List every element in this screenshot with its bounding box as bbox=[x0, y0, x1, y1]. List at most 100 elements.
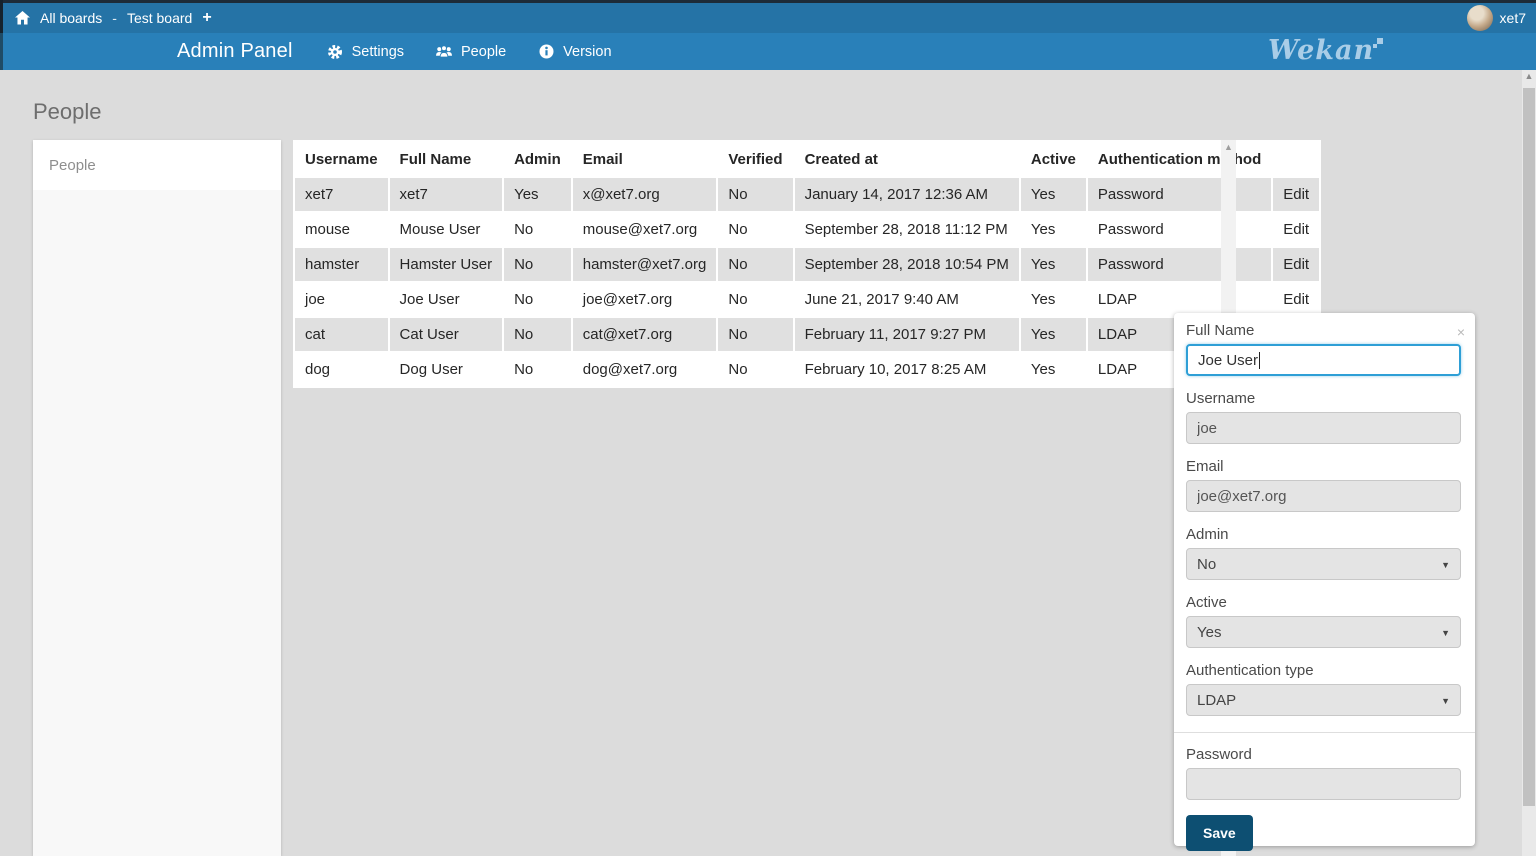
wekan-logo: Wekan bbox=[1268, 35, 1384, 66]
table-cell: No bbox=[716, 211, 795, 248]
window-scrollbar[interactable]: ▲ bbox=[1522, 70, 1536, 856]
edit-link[interactable]: Edit bbox=[1283, 256, 1310, 273]
auth-type-select[interactable]: LDAP ▼ bbox=[1186, 684, 1461, 716]
table-cell: xet7 bbox=[387, 176, 505, 213]
page-title: People bbox=[33, 99, 102, 124]
chevron-down-icon: ▼ bbox=[1441, 696, 1450, 706]
admin-select[interactable]: No ▼ bbox=[1186, 548, 1461, 580]
auth-type-group: Authentication type LDAP ▼ bbox=[1186, 662, 1461, 716]
table-cell: xet7 bbox=[293, 176, 390, 213]
table-cell: June 21, 2017 9:40 AM bbox=[792, 281, 1021, 318]
sidebar-item-label: People bbox=[49, 156, 96, 174]
table-cell: Password bbox=[1085, 211, 1274, 248]
table-cell: Password bbox=[1085, 246, 1274, 283]
table-cell: February 11, 2017 9:27 PM bbox=[792, 316, 1021, 353]
table-row: hamster Hamster User No hamster@xet7.org No S… bbox=[293, 246, 1322, 283]
admin-nav-menu: Settings People Version bbox=[327, 44, 612, 60]
save-button[interactable]: Save bbox=[1186, 815, 1253, 851]
close-icon[interactable]: × bbox=[1456, 324, 1465, 340]
table-cell: Yes bbox=[1018, 176, 1088, 213]
table-cell: Yes bbox=[1018, 351, 1088, 388]
username-input[interactable] bbox=[1186, 412, 1461, 444]
table-row: dog Dog User No dog@xet7.org No February 10, … bbox=[293, 351, 1322, 388]
username-group: Username bbox=[1186, 390, 1461, 444]
admin-navbar: Admin Panel Settings People bbox=[0, 33, 1536, 70]
breadcrumb-separator: - bbox=[112, 9, 117, 26]
scroll-up-icon[interactable]: ▲ bbox=[1224, 142, 1233, 152]
password-field[interactable] bbox=[1186, 768, 1461, 800]
nav-label-settings: Settings bbox=[351, 43, 405, 60]
col-username: Username bbox=[293, 140, 390, 178]
email-field[interactable] bbox=[1186, 480, 1461, 512]
table-cell-edit: Edit bbox=[1271, 246, 1322, 283]
window-scroll-up-icon[interactable]: ▲ bbox=[1524, 71, 1534, 81]
nav-item-settings[interactable]: Settings bbox=[327, 44, 404, 60]
table-cell: September 28, 2018 10:54 PM bbox=[792, 246, 1021, 283]
sidebar: People bbox=[33, 140, 281, 856]
avatar[interactable] bbox=[1466, 4, 1493, 31]
full-name-label: Full Name bbox=[1186, 322, 1255, 339]
full-name-group: Full Name Joe User bbox=[1186, 322, 1461, 376]
table-cell: Yes bbox=[1018, 211, 1088, 248]
password-group: Password bbox=[1186, 746, 1461, 800]
top-bar: All boards - Test board + xet7 bbox=[0, 0, 1536, 33]
table-cell: Yes bbox=[1018, 281, 1088, 318]
panel-divider bbox=[1174, 732, 1475, 733]
table-cell: Password bbox=[1085, 176, 1274, 213]
edit-user-popup: × Full Name Joe User Username Email Admi… bbox=[1174, 313, 1475, 851]
window-scrollbar-thumb[interactable] bbox=[1523, 88, 1535, 806]
table-cell-edit: Edit bbox=[1271, 211, 1322, 248]
table-cell-edit: Edit bbox=[1271, 281, 1322, 318]
admin-panel-title: Admin Panel bbox=[177, 40, 293, 62]
table-row: joe Joe User No joe@xet7.org No June 21, 2017… bbox=[293, 281, 1322, 318]
sidebar-item-people[interactable]: People bbox=[33, 140, 281, 190]
breadcrumb: All boards - Test board + bbox=[14, 7, 212, 27]
table-cell: Cat User bbox=[387, 316, 505, 353]
table-cell: February 10, 2017 8:25 AM bbox=[792, 351, 1021, 388]
info-icon bbox=[538, 44, 554, 60]
table-cell: September 28, 2018 11:12 PM bbox=[792, 211, 1021, 248]
col-created-at: Created at bbox=[792, 140, 1021, 178]
active-group: Active Yes ▼ bbox=[1186, 594, 1461, 648]
add-board-icon[interactable]: + bbox=[202, 8, 212, 26]
table-cell: No bbox=[716, 246, 795, 283]
table-cell: No bbox=[716, 351, 795, 388]
edit-link[interactable]: Edit bbox=[1283, 221, 1310, 238]
table-cell: Yes bbox=[502, 176, 573, 213]
nav-item-people[interactable]: People bbox=[436, 44, 506, 60]
table-cell: No bbox=[716, 176, 795, 213]
admin-label: Admin bbox=[1186, 526, 1229, 543]
table-row: mouse Mouse User No mouse@xet7.org No Septemb… bbox=[293, 211, 1322, 248]
people-icon bbox=[436, 44, 453, 60]
table-cell: Dog User bbox=[387, 351, 505, 388]
table-cell: cat@xet7.org bbox=[570, 316, 719, 353]
nav-item-version[interactable]: Version bbox=[538, 43, 612, 60]
col-admin: Admin bbox=[502, 140, 573, 178]
table-cell: No bbox=[502, 316, 573, 353]
table-cell: LDAP bbox=[1085, 281, 1274, 318]
table-cell: Yes bbox=[1018, 316, 1088, 353]
table-cell: x@xet7.org bbox=[570, 176, 719, 213]
active-label: Active bbox=[1186, 594, 1227, 611]
edit-link[interactable]: Edit bbox=[1283, 186, 1310, 203]
password-label: Password bbox=[1186, 746, 1252, 763]
breadcrumb-all-boards[interactable]: All boards bbox=[40, 9, 103, 26]
nav-label-version: Version bbox=[563, 43, 612, 60]
breadcrumb-board-name[interactable]: Test board bbox=[126, 9, 193, 26]
user-menu[interactable]: xet7 bbox=[1466, 3, 1526, 31]
col-edit bbox=[1271, 140, 1322, 178]
active-select-value: Yes bbox=[1197, 623, 1222, 641]
auth-type-select-value: LDAP bbox=[1197, 691, 1237, 709]
home-icon[interactable] bbox=[14, 10, 30, 26]
edit-link[interactable]: Edit bbox=[1283, 291, 1310, 308]
table-row: cat Cat User No cat@xet7.org No February 11, … bbox=[293, 316, 1322, 353]
table-cell: mouse@xet7.org bbox=[570, 211, 719, 248]
table-cell: dog@xet7.org bbox=[570, 351, 719, 388]
full-name-input[interactable]: Joe User bbox=[1186, 344, 1461, 376]
active-select[interactable]: Yes ▼ bbox=[1186, 616, 1461, 648]
table-cell: cat bbox=[293, 316, 390, 353]
table-cell: mouse bbox=[293, 211, 390, 248]
table-cell: No bbox=[502, 281, 573, 318]
table-cell: Joe User bbox=[387, 281, 505, 318]
col-auth-method: Authentication method bbox=[1085, 140, 1274, 178]
